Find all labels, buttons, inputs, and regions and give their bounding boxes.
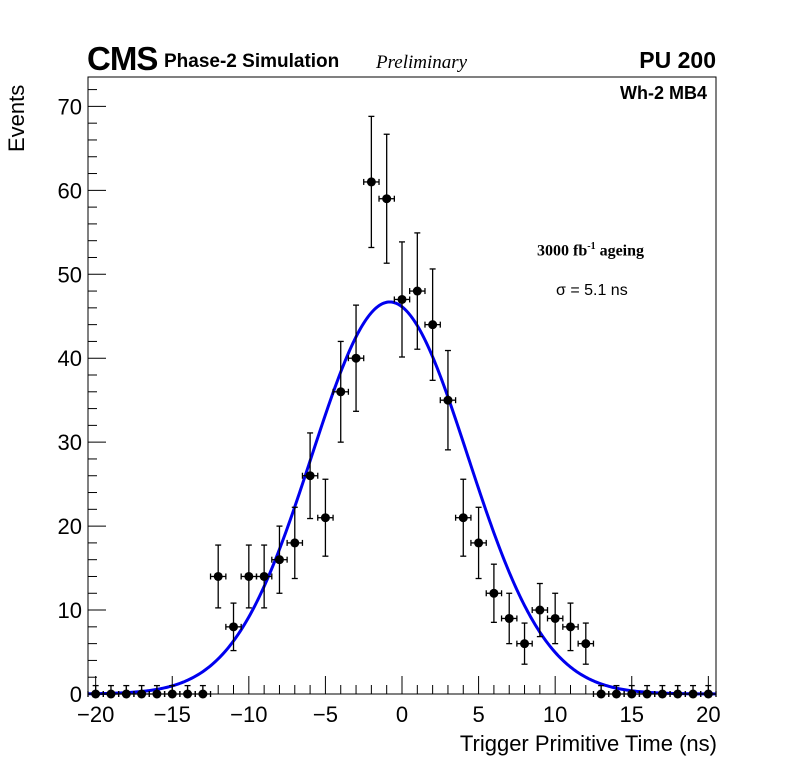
data-marker: [382, 194, 392, 204]
y-tick-label: 50: [58, 262, 82, 287]
data-point: [546, 592, 564, 645]
data-marker: [428, 320, 438, 330]
status-label: Preliminary: [376, 52, 468, 73]
region-label: Wh-2 MB4: [620, 83, 707, 103]
y-tick-label: 30: [58, 430, 82, 455]
data-point: [225, 602, 242, 652]
data-point: [301, 432, 319, 520]
y-axis-label: Events: [4, 84, 29, 152]
y-tick-label: 60: [58, 178, 82, 203]
x-tick-label: −10: [230, 702, 267, 727]
data-point: [562, 602, 579, 652]
y-tick-label: 0: [70, 682, 82, 707]
x-tick-label: 5: [472, 702, 484, 727]
x-tick-label: 0: [396, 702, 408, 727]
data-point: [378, 133, 395, 264]
data-marker: [213, 571, 223, 581]
subtitle-label: Phase-2 Simulation: [164, 51, 340, 72]
sigma-label: σ = 5.1 ns: [556, 282, 628, 299]
data-marker: [244, 571, 254, 581]
data-marker: [336, 387, 346, 397]
x-tick-label: 10: [543, 702, 567, 727]
data-point: [500, 592, 518, 645]
data-marker: [489, 588, 499, 598]
y-tick-label: 10: [58, 598, 82, 623]
data-marker: [290, 538, 300, 548]
data-marker: [474, 538, 484, 548]
fit-layer: [87, 300, 717, 696]
x-tick-label: −5: [313, 702, 338, 727]
fit-curve: [87, 300, 717, 696]
data-point: [577, 622, 595, 665]
data-marker: [458, 513, 468, 523]
y-tick-label: 20: [58, 514, 82, 539]
axes-layer: −20 −15 −10 −5 0 5 10 15 20 0 10 20 30 40 50 60 70: [58, 89, 721, 727]
x-axis-label: Trigger Primitive Time (ns): [459, 731, 717, 756]
data-marker: [305, 471, 315, 481]
data-marker: [397, 294, 407, 304]
data-point: [439, 349, 457, 451]
ageing-rest: ageing: [595, 242, 645, 260]
points-layer: [87, 115, 717, 699]
data-marker: [366, 177, 376, 187]
data-point: [424, 268, 441, 381]
data-point: [347, 304, 365, 412]
experiment-label: CMS: [87, 40, 158, 77]
data-point: [485, 563, 503, 623]
data-marker: [229, 622, 239, 632]
x-tick-label: 20: [696, 702, 720, 727]
data-marker: [259, 571, 269, 581]
data-point: [454, 478, 472, 557]
data-marker: [520, 639, 530, 649]
data-marker: [274, 555, 284, 565]
y-tick-label: 40: [58, 346, 82, 371]
x-tick-label: −20: [77, 702, 114, 727]
data-marker: [320, 513, 330, 523]
data-point: [317, 478, 334, 557]
data-point: [516, 622, 533, 665]
data-marker: [550, 613, 560, 623]
ageing-main: 3000 fb: [537, 242, 588, 260]
data-point: [332, 340, 350, 443]
data-point: [286, 506, 304, 580]
ageing-sup: -1: [587, 241, 596, 252]
data-point: [271, 525, 288, 594]
data-marker: [351, 353, 361, 363]
data-point: [393, 241, 411, 358]
pileup-label: PU 200: [639, 47, 716, 73]
plot-frame: [87, 76, 717, 695]
y-tick-label: 70: [58, 94, 82, 119]
data-marker: [581, 639, 591, 649]
x-tick-label: 15: [620, 702, 644, 727]
data-point: [531, 582, 549, 638]
ageing-label: 3000 fb-1 ageing: [537, 241, 644, 260]
data-point: [409, 232, 426, 350]
data-marker: [443, 395, 453, 405]
data-marker: [535, 605, 545, 615]
data-point: [255, 544, 273, 609]
data-point: [240, 544, 258, 609]
data-marker: [565, 622, 575, 632]
x-tick-label: −15: [154, 702, 191, 727]
data-marker: [412, 286, 422, 296]
data-point: [363, 115, 380, 249]
data-point: [470, 506, 487, 580]
data-marker: [504, 613, 514, 623]
data-point: [209, 544, 227, 609]
